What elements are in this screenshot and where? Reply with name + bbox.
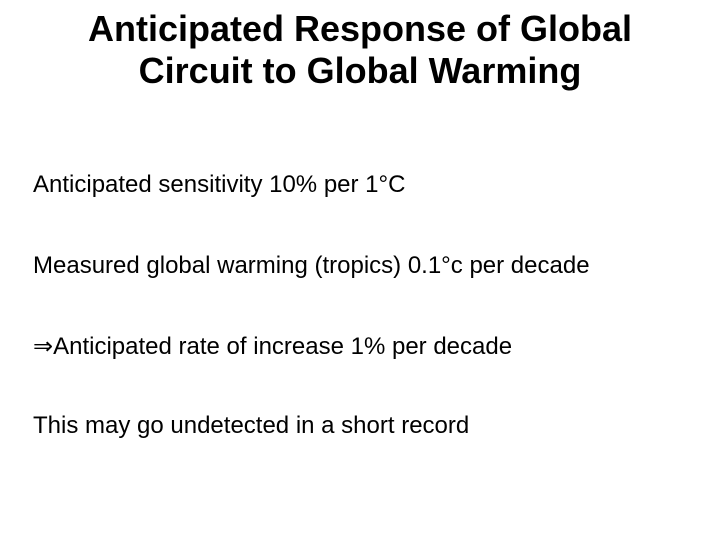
implies-arrow-icon: ⇒ <box>33 332 54 360</box>
bullet-measured-warming-text: Measured global warming (tropics) 0.1°c … <box>33 252 590 279</box>
bullet-undetected: This may go undetected in a short record <box>33 411 469 441</box>
bullet-sensitivity-text: Anticipated sensitivity 10% per 1°C <box>33 171 406 198</box>
slide-title: Anticipated Response of Global Circuit t… <box>0 8 720 92</box>
bullet-sensitivity: Anticipated sensitivity 10% per 1°C <box>33 170 405 200</box>
bullet-undetected-text: This may go undetected in a short record <box>33 412 470 439</box>
bullet-measured-warming: Measured global warming (tropics) 0.1°c … <box>33 251 590 281</box>
bullet-rate-of-increase-text: Anticipated rate of increase 1% per deca… <box>53 333 513 360</box>
bullet-rate-of-increase: ⇒Anticipated rate of increase 1% per dec… <box>33 331 512 362</box>
slide-title-line-1: Anticipated Response of Global <box>87 8 633 49</box>
slide-title-line-2: Circuit to Global Warming <box>138 50 582 91</box>
